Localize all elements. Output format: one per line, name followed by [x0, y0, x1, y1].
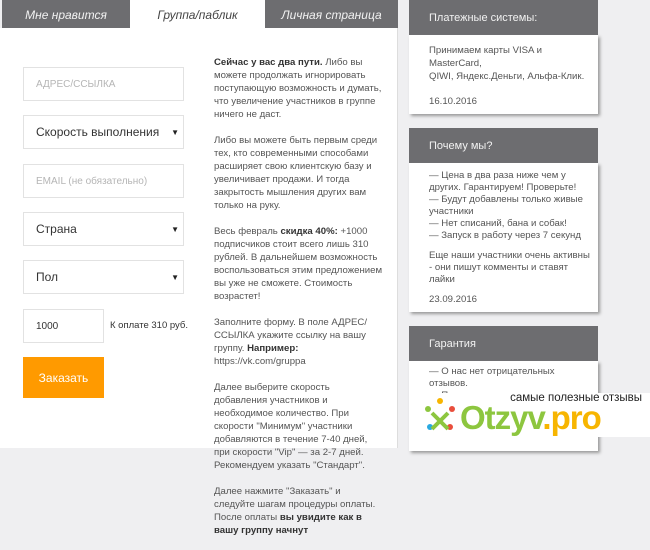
dropdown-arrow-icon: ▼ — [171, 224, 179, 234]
bold-text: Сейчас у вас два пути. — [214, 57, 323, 68]
speed-select-value: Скорость выполнения — [36, 125, 160, 139]
quantity-value: 1000 — [36, 320, 59, 332]
paragraph-text: https://vk.com/gruppa — [214, 356, 306, 367]
country-select-value: Страна — [36, 222, 77, 236]
why-us-box: — Цена в два раза ниже чем у других. Гар… — [409, 163, 598, 312]
sidebar-line: — О нас нет отрицательных отзывов. — [429, 366, 555, 389]
watermark-logo: самые полезные отзывы Otzyv.pro — [420, 392, 650, 437]
description-text: Сейчас у вас два пути. Либо вы можете пр… — [214, 56, 384, 550]
paragraph-text: +1000 подписчиков стоит всего лишь 310 р… — [214, 226, 383, 302]
gender-select-value: Пол — [36, 270, 59, 284]
sidebar-line: — Будут добавлены только живые участники — [429, 194, 583, 217]
dropdown-arrow-icon: ▼ — [171, 127, 179, 137]
email-input[interactable]: EMAIL (не обязательно) — [23, 164, 184, 198]
brand-suffix: .pro — [542, 399, 601, 436]
gender-select[interactable]: Пол ▼ — [23, 260, 184, 294]
payment-systems-box: Принимаем карты VISA и MasterCard, QIWI,… — [409, 35, 598, 114]
tab-group[interactable]: Группа/паблик — [130, 0, 265, 29]
watermark-brand: Otzyv.pro — [460, 399, 602, 437]
logo-icon — [425, 398, 455, 431]
guarantee-header: Гарантия — [409, 326, 598, 361]
sidebar-line: QIWI, Яндекс.Деньги, Альфа-Клик. — [429, 71, 585, 82]
sidebar-line: — Запуск в работу через 7 секунд — [429, 230, 581, 241]
bold-text: скидка 40%: — [280, 226, 338, 237]
speed-select[interactable]: Скорость выполнения ▼ — [23, 115, 184, 149]
address-input[interactable]: АДРЕС/ССЫЛКА — [23, 67, 184, 101]
quantity-input[interactable]: 1000 — [23, 309, 104, 343]
tab-likes[interactable]: Мне нравится — [2, 0, 130, 29]
brand-main: Otzyv — [460, 399, 543, 436]
paragraph-text: Либо вы можете быть первым среди тех, кт… — [214, 135, 378, 211]
bold-text: Например: — [247, 343, 299, 354]
sidebar-line: — Цена в два раза ниже чем у других. Гар… — [429, 170, 577, 193]
sidebar-line: Еще наши участники очень активны - они п… — [429, 250, 590, 285]
sidebar-line: — Нет списаний, бана и собак! — [429, 218, 567, 229]
payment-amount: К оплате 310 руб. — [110, 320, 188, 331]
tab-personal-page[interactable]: Личная страница — [265, 0, 398, 29]
why-us-header: Почему мы? — [409, 128, 598, 163]
order-button[interactable]: Заказать — [23, 357, 104, 398]
paragraph-text: Либо вы можете продолжать игнорировать п… — [214, 57, 382, 120]
dropdown-arrow-icon: ▼ — [171, 272, 179, 282]
paragraph-text: Далее выберите скорость добавления участ… — [214, 382, 368, 471]
paragraph-text: Весь февраль — [214, 226, 281, 237]
sidebar-date: 23.09.2016 — [429, 294, 478, 305]
paragraph-text: Заполните форму. В поле АДРЕС/ССЫЛКА ука… — [214, 317, 368, 354]
sidebar-date: 16.10.2016 — [429, 96, 478, 107]
watermark-slogan: самые полезные отзывы — [510, 392, 642, 404]
country-select[interactable]: Страна ▼ — [23, 212, 184, 246]
address-placeholder: АДРЕС/ССЫЛКА — [36, 78, 116, 90]
payment-systems-header: Платежные системы: — [409, 0, 598, 35]
sidebar-line: Принимаем карты VISA и MasterCard, — [429, 45, 542, 69]
email-placeholder: EMAIL (не обязательно) — [36, 175, 148, 187]
